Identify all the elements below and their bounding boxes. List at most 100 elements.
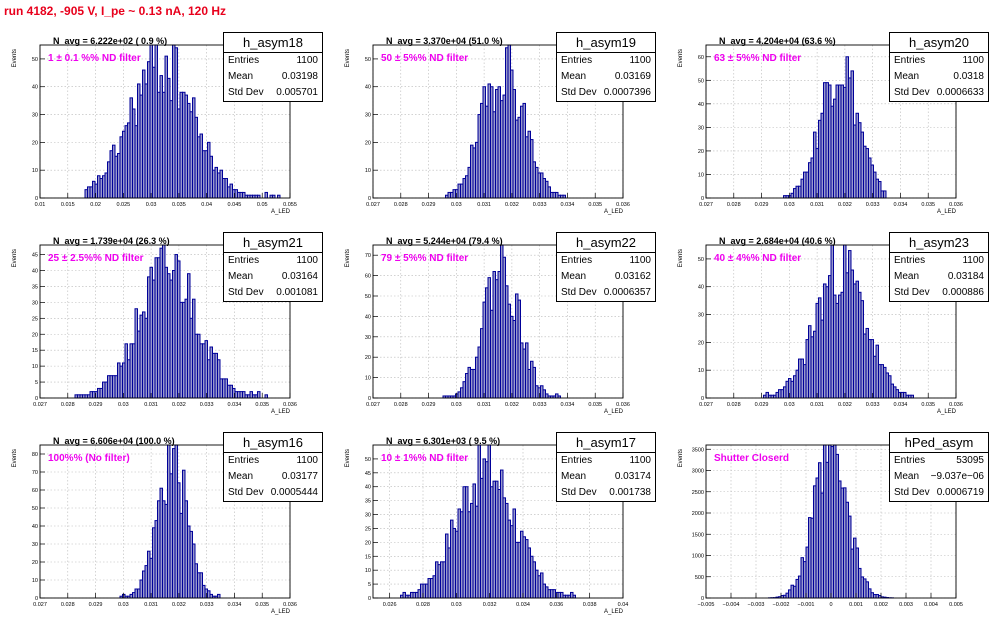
stat-label: Mean <box>228 71 254 82</box>
y-tick-label: 0 <box>35 596 38 602</box>
filter-label: 50 ± 5%% ND filter <box>381 53 469 64</box>
y-tick-label: 40 <box>365 314 371 320</box>
histogram-bins <box>119 444 221 599</box>
x-tick-label: 0.036 <box>283 602 297 608</box>
histogram-name: h_asym18 <box>224 33 322 53</box>
plot-frame <box>705 244 957 399</box>
stat-row-mean: Mean 0.03169 <box>557 69 655 85</box>
x-tick-label: 0.032 <box>172 402 186 408</box>
histogram-bins <box>445 44 566 199</box>
y-tick-label: 10 <box>365 168 371 174</box>
histogram-plot: −0.005 −0.004 −0.003 −0.002 −0.001 0 0.001 0.00… <box>678 444 963 608</box>
x-tick-label: 0.028 <box>394 202 408 208</box>
stat-label: Std Dev <box>228 87 264 98</box>
y-tick-label: 40 <box>32 269 38 275</box>
stat-label: Mean <box>561 271 587 282</box>
histogram-panel-h_asym22: 0.027 0.028 0.029 0.03 0.031 0.032 0.033 0.034 0… <box>333 220 663 420</box>
y-tick-label: 40 <box>698 285 704 291</box>
plot-frame <box>372 444 624 599</box>
stat-label: Entries <box>228 255 260 266</box>
stat-row-entries: Entries 1100 <box>890 253 988 269</box>
x-tick-label: 0.01 <box>35 202 46 208</box>
stat-value: 0.0006633 <box>936 87 984 98</box>
y-tick-label: 30 <box>365 513 371 519</box>
x-tick-label: 0.032 <box>483 602 497 608</box>
stat-value: 0.03169 <box>614 71 651 82</box>
x-tick-label: 0.034 <box>228 602 242 608</box>
x-tick-label: 0.031 <box>810 402 824 408</box>
x-tick-label: 0.035 <box>921 402 935 408</box>
stat-label: Std Dev <box>894 287 930 298</box>
stat-label: Std Dev <box>894 487 930 498</box>
stat-label: Mean <box>894 471 920 482</box>
filter-label: 10 ± 1%% ND filter <box>381 453 469 464</box>
stat-value: 1100 <box>629 455 651 466</box>
stat-label: Mean <box>894 271 920 282</box>
y-tick-label: 0 <box>368 596 371 602</box>
y-tick-label: 20 <box>32 560 38 566</box>
navg-label: N_avg = 6.222e+02 ( 0.9 %) <box>53 36 168 46</box>
y-tick-label: 0 <box>701 396 704 402</box>
filter-label: 1 ± 0.1 %% ND filter <box>48 53 141 64</box>
histogram-plot: 0.026 0.028 0.03 0.032 0.034 0.036 0.038 0.04 0 5… <box>345 444 628 615</box>
stat-row-mean: Mean −9.037e−06 <box>890 469 988 485</box>
histogram-bar <box>883 190 887 199</box>
y-tick-label: 50 <box>365 294 371 300</box>
x-tick-label: 0.036 <box>616 402 630 408</box>
x-tick-label: 0.035 <box>588 202 602 208</box>
histogram-plot: 0.027 0.028 0.029 0.03 0.031 0.032 0.033 0.034 0… <box>345 244 630 415</box>
x-tick-label: 0.032 <box>838 402 852 408</box>
stats-box: h_asym18 Entries 1100 Mean 0.03198 Std Dev 0.0… <box>223 32 323 102</box>
stat-row-mean: Mean 0.03184 <box>890 269 988 285</box>
x-tick-label: 0.035 <box>588 402 602 408</box>
histogram-bins <box>768 444 894 599</box>
histogram-bins <box>783 56 887 199</box>
y-tick-label: 10 <box>32 578 38 584</box>
x-tick-label: 0.029 <box>422 202 436 208</box>
x-tick-label: 0.028 <box>727 402 741 408</box>
y-tick-label: 30 <box>32 113 38 119</box>
x-tick-label: 0.036 <box>283 402 297 408</box>
x-tick-label: −0.004 <box>723 602 740 608</box>
x-tick-label: 0.028 <box>61 402 75 408</box>
y-tick-label: 500 <box>695 575 704 581</box>
x-tick-label: 0.029 <box>755 402 769 408</box>
x-tick-label: 0.03 <box>451 402 462 408</box>
x-tick-label: 0.03 <box>451 602 462 608</box>
plot-frame <box>39 244 291 399</box>
y-axis-label: Events <box>678 449 684 467</box>
x-tick-label: 0.035 <box>172 202 186 208</box>
x-axis-label: A_LED <box>604 609 624 615</box>
y-tick-label: 40 <box>365 485 371 491</box>
stat-value: 0.03162 <box>614 271 651 282</box>
y-axis-label: Events <box>12 49 18 67</box>
y-tick-label: 20 <box>32 332 38 338</box>
stat-row-mean: Mean 0.0318 <box>890 69 988 85</box>
x-tick-label: −0.005 <box>698 602 715 608</box>
histogram-plot: 0.027 0.028 0.029 0.03 0.031 0.032 0.033 0.034 0… <box>678 244 963 415</box>
x-tick-label: 0.032 <box>505 402 519 408</box>
x-tick-label: 0.029 <box>89 602 103 608</box>
x-tick-label: 0.029 <box>89 402 103 408</box>
y-tick-label: 10 <box>365 568 371 574</box>
y-tick-label: 50 <box>365 57 371 63</box>
y-tick-label: 35 <box>365 499 371 505</box>
stat-value: 0.0005444 <box>270 487 318 498</box>
x-tick-label: 0.033 <box>533 202 547 208</box>
stats-box: hPed_asym Entries 53095 Mean −9.037e−06 Std D… <box>889 432 989 502</box>
x-tick-label: 0.02 <box>90 202 101 208</box>
histogram-plot: 0.027 0.028 0.029 0.03 0.031 0.032 0.033 0.034 0… <box>12 244 297 415</box>
histogram-plot: 0.027 0.028 0.029 0.03 0.031 0.032 0.033 0.034 0… <box>678 44 963 215</box>
histogram-panel-h_asym16: 0.027 0.028 0.029 0.03 0.031 0.032 0.033 0.034 0… <box>0 420 330 620</box>
histogram-name: h_asym17 <box>557 433 655 453</box>
histogram-name: hPed_asym <box>890 433 988 453</box>
x-tick-label: 0.032 <box>838 202 852 208</box>
x-tick-label: 0.033 <box>200 602 214 608</box>
histogram-panel-hPed_asym: −0.005 −0.004 −0.003 −0.002 −0.001 0 0.001 0.00… <box>666 420 996 620</box>
y-tick-label: 10 <box>32 364 38 370</box>
stat-value: 0.0318 <box>953 71 984 82</box>
x-tick-label: 0.036 <box>949 402 963 408</box>
x-axis-label: A_LED <box>604 409 624 415</box>
x-tick-label: 0.034 <box>561 202 575 208</box>
run-title: run 4182, -905 V, I_pe ~ 0.13 nA, 120 Hz <box>4 4 227 18</box>
